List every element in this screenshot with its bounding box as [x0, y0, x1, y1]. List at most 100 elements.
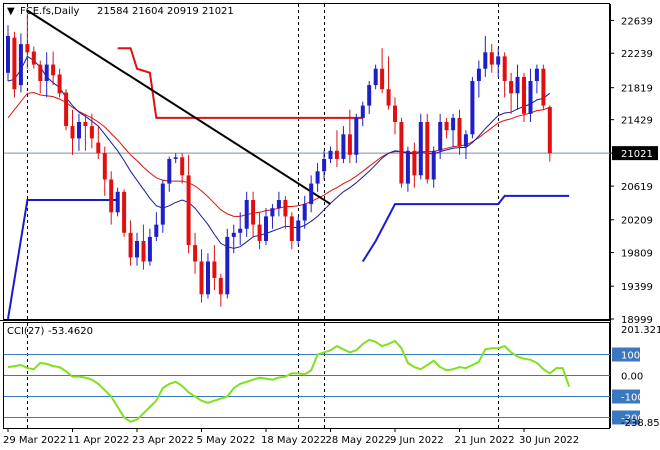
price-tick-label: 20619: [621, 182, 653, 193]
time-tick-label: 29 Mar 2022: [3, 435, 66, 446]
price-tick-label: 21429: [621, 116, 653, 127]
candle-bull: [405, 150, 410, 184]
candle-bear: [347, 134, 352, 155]
candle-bull: [296, 220, 301, 241]
candle-bear: [547, 106, 552, 154]
candle-bear: [12, 37, 17, 90]
cci-bottom-tick-label: -238.856: [621, 418, 660, 429]
candle-bull: [231, 232, 236, 237]
time-tick-label: 11 Apr 2022: [68, 435, 130, 446]
candle-bear: [186, 175, 191, 246]
candle-bear: [399, 122, 404, 184]
candle-bull: [167, 159, 172, 184]
cci-tick-label: 0.00: [621, 372, 643, 383]
trend-line: [26, 9, 332, 205]
candle-bull: [483, 52, 488, 69]
candle-bear: [393, 105, 397, 122]
candle-bull: [515, 76, 520, 94]
candle-bear: [218, 277, 223, 295]
candle-bear: [102, 153, 107, 180]
candle-bear: [38, 64, 43, 81]
candle-bear: [193, 245, 198, 262]
candle-bull: [341, 134, 346, 159]
support-line: [7, 199, 118, 320]
candle-bear: [31, 51, 36, 65]
candle-bull: [225, 236, 230, 295]
price-tick-label: 22639: [621, 16, 653, 27]
cci-name-label: CCI(27): [7, 326, 45, 337]
candle-bear: [109, 179, 114, 213]
candle-bear: [412, 150, 417, 176]
cci-tick-label: -100: [621, 393, 644, 404]
candle-bear: [70, 126, 75, 139]
cci-line: [7, 338, 571, 423]
cci-level-box: [612, 389, 640, 404]
candles: [6, 13, 552, 307]
candle-bear: [180, 157, 185, 176]
candle-bear: [122, 191, 127, 233]
candle-bear: [489, 52, 494, 65]
candle-bull: [270, 208, 275, 217]
cci-tick-label: -200: [621, 414, 644, 425]
cci-level-box: [612, 347, 640, 362]
cci-tick-label: 100: [621, 351, 640, 362]
symbol-label: FCE.fs,Daily: [20, 6, 80, 17]
candle-bear: [141, 241, 146, 262]
price-tick-label: 18999: [621, 315, 653, 326]
candle-bull: [476, 68, 481, 81]
candle-bull: [206, 261, 210, 295]
time-tick-label: 28 May 2022: [326, 435, 391, 446]
candle-bull: [328, 150, 333, 159]
candle-bull: [438, 122, 443, 151]
candle-bear: [89, 126, 94, 139]
ohlc-values: 21584 21604 20919 21021: [97, 6, 234, 17]
candle-bull: [147, 236, 152, 262]
time-tick-label: 5 May 2022: [197, 435, 256, 446]
candle-bear: [509, 81, 514, 94]
candle-bull: [276, 200, 281, 209]
candle-bear: [386, 89, 391, 106]
candle-bull: [6, 35, 10, 73]
candle-bear: [380, 68, 385, 90]
candle-bull: [160, 183, 165, 225]
candle-bear: [251, 200, 256, 225]
candle-bull: [115, 191, 120, 213]
candle-bull: [135, 241, 139, 258]
candle-bull: [244, 200, 249, 229]
candle-bull: [496, 56, 501, 65]
candle-bear: [334, 150, 339, 159]
ema-fast-line: [7, 55, 551, 249]
candle-bull: [264, 216, 268, 241]
candle-bull: [154, 224, 159, 237]
candle-bull: [309, 183, 314, 205]
candle-bear: [457, 117, 462, 147]
candle-bear: [128, 232, 133, 258]
grid-lines: [4, 4, 610, 428]
price-tick-label: 21819: [621, 84, 653, 95]
candle-bear: [522, 76, 526, 114]
cci-top-tick-label: 201.3217: [621, 325, 660, 336]
candle-bull: [77, 122, 81, 139]
candle-bear: [289, 216, 294, 241]
candle-bear: [257, 224, 262, 241]
time-tick-label: 30 Jun 2022: [519, 435, 579, 446]
candle-bear: [502, 56, 507, 81]
candle-bear: [64, 92, 69, 127]
collapse-arrow-icon[interactable]: ▼: [7, 6, 15, 17]
support-line: [361, 194, 570, 263]
candle-bear: [57, 74, 62, 94]
candle-bull: [470, 81, 475, 135]
price-tick-label: 19399: [621, 282, 653, 293]
time-tick-label: 9 Jun 2022: [390, 435, 444, 446]
candle-bull: [315, 171, 320, 184]
time-tick-label: 21 Jun 2022: [455, 435, 515, 446]
candle-bull: [431, 150, 436, 180]
candle-bear: [199, 261, 204, 295]
time-tick-label: 18 May 2022: [261, 435, 326, 446]
candle-bull: [367, 85, 372, 106]
candle-bull: [418, 122, 423, 176]
current-price-box: [612, 146, 658, 161]
cci-indicator: [7, 338, 571, 423]
candle-bull: [322, 159, 327, 172]
